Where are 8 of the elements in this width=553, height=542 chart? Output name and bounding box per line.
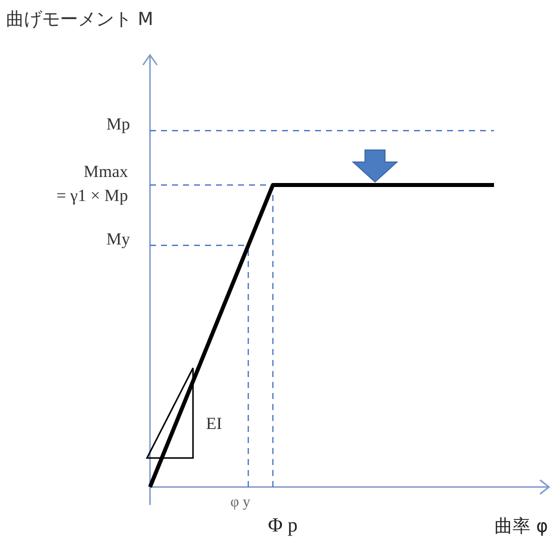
x-tick-label: Φ p [268,514,298,537]
ref-line-label: Mp [106,114,130,134]
ref-line-label: Mmax = γ1 × Mp [56,162,128,205]
text: 曲げモーメント M [6,8,154,30]
x-axis-title: 曲率 φ [494,516,548,537]
ref-line-label: My [106,229,130,248]
x-tick-label: φ y [230,494,251,510]
annotation: EI [206,414,222,433]
